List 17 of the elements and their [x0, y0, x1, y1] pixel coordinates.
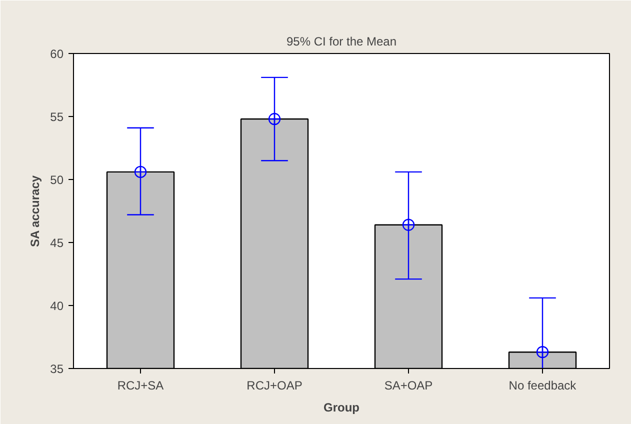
point [134, 166, 147, 178]
point [268, 112, 281, 126]
y-tick-label: 50 [50, 173, 64, 187]
y-tick-label: 55 [50, 110, 64, 124]
y-tick-label: 40 [50, 299, 64, 313]
y-tick-label: 60 [50, 47, 64, 61]
y-tick-label: 35 [50, 362, 64, 376]
x-tick-label: SA+OAP [384, 378, 433, 392]
x-tick-label: RCJ+OAP [246, 378, 302, 392]
x-tick-label: RCJ+SA [117, 378, 164, 392]
x-axis-title: Group [324, 400, 360, 414]
y-tick-label: 45 [50, 236, 64, 250]
y-axis-title: SA accuracy [28, 175, 42, 248]
chart-title: 95% CI for the Mean [286, 34, 397, 48]
point [402, 218, 415, 231]
point [536, 346, 549, 358]
x-tick-label: No feedback [508, 378, 578, 392]
